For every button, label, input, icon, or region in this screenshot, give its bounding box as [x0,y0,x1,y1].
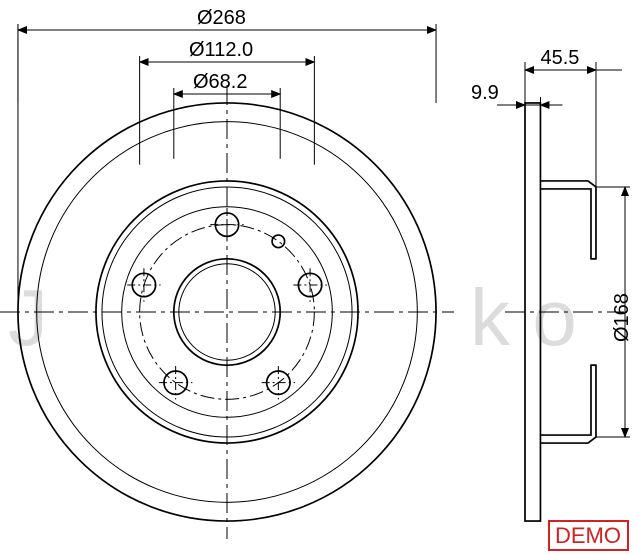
dim-center-bore-diameter: Ø68.2 [193,71,247,93]
dim-thickness: 9.9 [471,82,499,104]
front-view [0,85,454,539]
dim-offset: 45.5 [540,47,579,69]
demo-badge: DEMO [549,521,628,550]
dim-bolt-circle-diameter: Ø112.0 [189,39,253,61]
watermark: J k o [8,273,577,362]
watermark-left: J [8,273,48,362]
demo-label: DEMO [555,523,621,548]
watermark-right: k o [470,273,577,362]
dim-outer-diameter: Ø268 [197,7,246,29]
dimension-lines: Ø268 Ø112.0 Ø68.2 45.5 9.9 [18,7,622,312]
technical-drawing: J k o Ø168 Ø268 Ø112.0 Ø68.2 45.5 9.9 DEMO [0,0,639,555]
dim-hub-diameter: Ø168 [611,293,633,342]
